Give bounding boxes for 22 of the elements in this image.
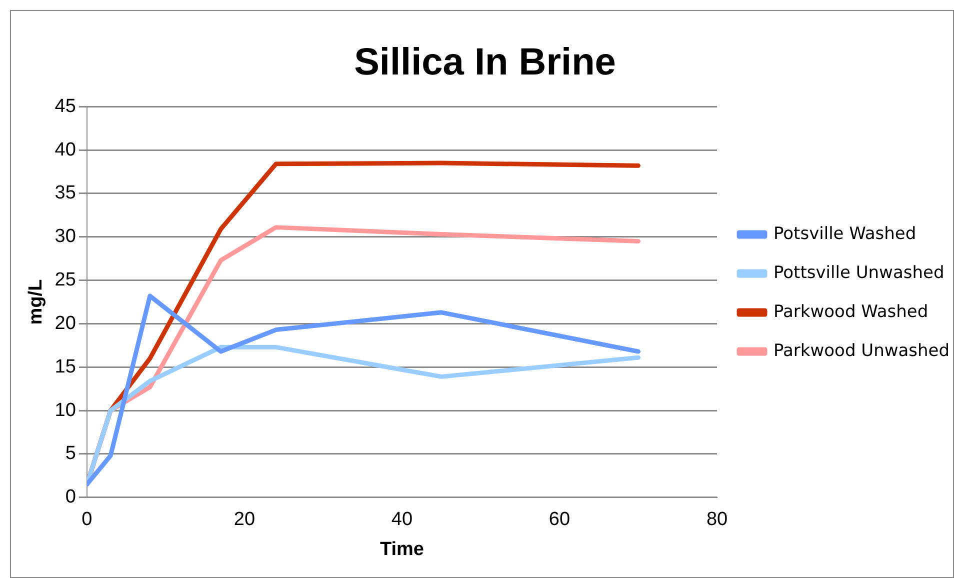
y-tick-label: 40 [54,139,76,160]
y-tick-label: 15 [54,356,76,378]
y-tick-label: 45 [54,96,76,117]
y-tick-label: 0 [65,486,76,508]
legend-label: Potsville Washed [774,224,916,244]
x-tick-label: 80 [706,509,728,530]
legend-label: Parkwood Washed [774,302,928,322]
y-tick-label: 30 [54,226,76,248]
y-tick-label: 20 [54,312,76,334]
legend-label: Parkwood Unwashed [774,340,950,361]
chart-title: Sillica In Brine [354,41,616,84]
x-tick-label: 40 [391,509,413,530]
x-tick-label: 20 [234,509,256,530]
y-tick-label: 10 [54,400,76,421]
y-axis-title: mg/L [26,278,47,325]
y-tick-label: 25 [54,270,76,291]
y-tick-label: 35 [54,182,76,204]
legend-label: Pottsville Unwashed [774,262,944,283]
x-tick-label: 0 [82,509,92,530]
x-axis-title: Time [380,538,424,560]
y-tick-label: 5 [65,443,76,464]
x-tick-label: 60 [548,509,570,530]
